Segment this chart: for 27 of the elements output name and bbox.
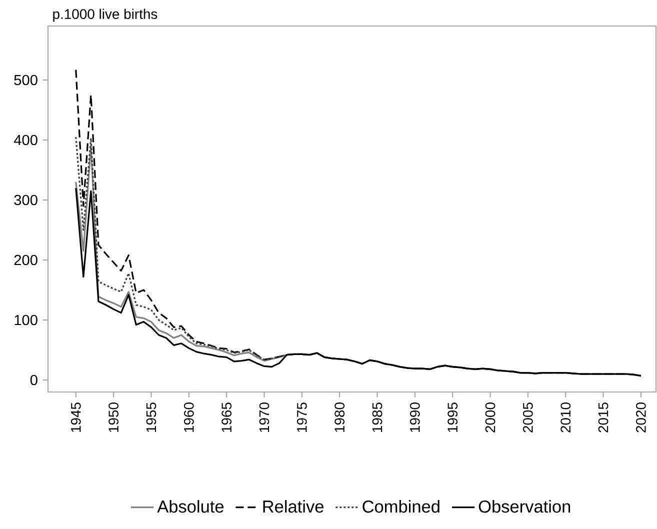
x-tick-label: 2000	[485, 402, 496, 432]
x-tick-label: 2020	[636, 402, 646, 432]
x-tick-label: 2015	[598, 402, 608, 432]
legend-label: Combined	[362, 500, 440, 513]
y-axis-title: p.1000 live births	[53, 8, 158, 22]
y-tick-label: 200	[14, 254, 38, 266]
x-tick-label: 1970	[259, 402, 270, 432]
x-tick-label: 2010	[560, 402, 571, 432]
x-tick-label: 1960	[184, 402, 194, 432]
x-tick-label: 1980	[334, 402, 345, 432]
x-tick-label: 1975	[296, 402, 307, 432]
legend-label: Relative	[263, 500, 324, 513]
legend-label: Absolute	[157, 500, 224, 513]
x-tick-label: 1945	[70, 402, 81, 432]
y-tick-label: 500	[14, 74, 38, 86]
x-tick-label: 1965	[222, 402, 232, 432]
legend-label: Observation	[478, 500, 570, 513]
x-tick-label: 1995	[448, 402, 458, 432]
y-tick-label: 400	[14, 134, 38, 146]
x-tick-label: 2005	[522, 402, 533, 432]
y-tick-label: 300	[14, 194, 38, 206]
x-tick-label: 1950	[108, 402, 118, 432]
y-tick-label: 100	[14, 314, 38, 326]
x-tick-label: 1990	[410, 402, 420, 432]
y-tick-label: 0	[30, 374, 38, 386]
x-tick-label: 1955	[146, 402, 156, 432]
x-tick-label: 1985	[372, 402, 382, 432]
